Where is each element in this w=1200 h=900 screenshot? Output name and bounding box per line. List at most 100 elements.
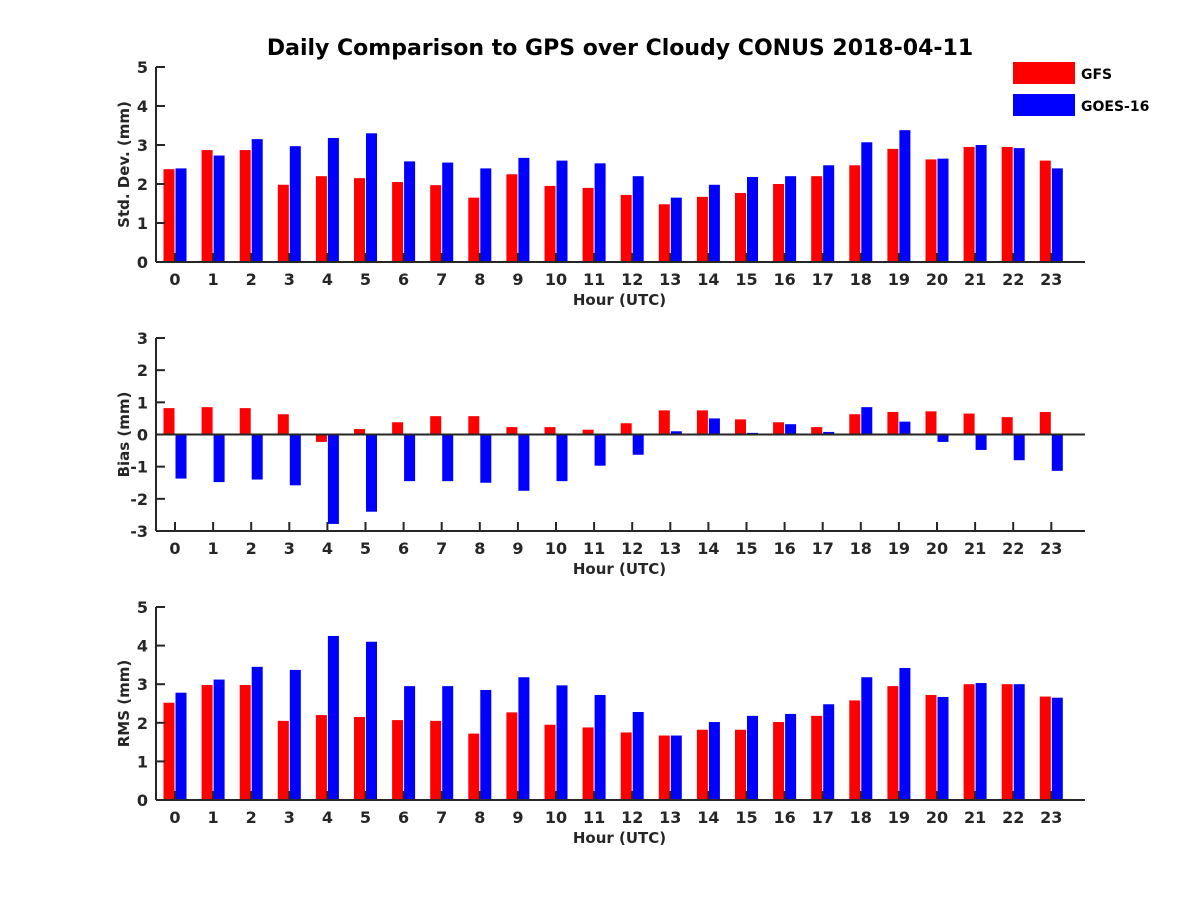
std-dev-bar-goes16-21	[975, 145, 987, 262]
bias-bar-goes16-4	[327, 434, 339, 524]
bias-bar-goes16-5	[366, 434, 377, 512]
rms-bar-gfs-22	[1001, 684, 1013, 800]
std-dev-bar-goes16-4	[327, 137, 339, 262]
rms-xtick-label: 12	[621, 808, 643, 827]
bias-bar-gfs-3	[277, 414, 289, 435]
bias-bar-gfs-1	[201, 407, 213, 435]
bias-bar-goes16-23	[1051, 434, 1063, 471]
std-dev-bar-goes16-19	[899, 130, 911, 262]
rms-bar-gfs-2	[239, 684, 251, 800]
rms-bar-gfs-0	[163, 702, 175, 800]
bias-bar-gfs-19	[887, 411, 899, 435]
rms-bar-goes16-12	[632, 711, 644, 800]
std-dev-bar-gfs-0	[163, 169, 175, 262]
rms-xtick-label: 2	[246, 808, 257, 827]
bias-bar-goes16-1	[213, 434, 225, 483]
bias-bar-goes16-9	[518, 434, 530, 491]
std-dev-bar-goes16-16	[785, 176, 797, 262]
bias-bar-gfs-16	[773, 422, 785, 435]
bias-bar-gfs-10	[544, 427, 556, 435]
bias-bar-goes16-18	[861, 407, 873, 435]
bias-bar-goes16-16	[785, 424, 797, 435]
rms-bar-goes16-23	[1051, 697, 1063, 800]
std-dev-ytick-label: 3	[137, 136, 148, 155]
std-dev-bar-goes16-15	[747, 176, 758, 262]
std-dev-bar-gfs-19	[887, 148, 899, 262]
std-dev-ylabel: Std. Dev. (mm)	[115, 101, 133, 228]
std-dev-bar-gfs-13	[658, 204, 670, 262]
rms-bar-goes16-6	[404, 686, 416, 800]
bias-xtick-label: 8	[474, 539, 485, 558]
std-dev-xtick-label: 3	[284, 270, 295, 289]
rms-xtick-label: 15	[735, 808, 757, 827]
rms-bar-gfs-11	[582, 727, 594, 800]
bias-bar-goes16-19	[899, 421, 911, 435]
bias-bar-gfs-21	[963, 413, 975, 435]
std-dev-xtick-label: 1	[208, 270, 219, 289]
bias-ylabel: Bias (mm)	[115, 392, 133, 478]
rms-xtick-label: 23	[1040, 808, 1062, 827]
rms-bar-gfs-16	[773, 722, 785, 800]
rms-xtick-label: 16	[773, 808, 795, 827]
bias-bar-gfs-7	[430, 416, 442, 435]
rms-bar-goes16-9	[518, 677, 530, 800]
std-dev-bar-goes16-3	[289, 146, 301, 262]
rms-bar-goes16-16	[785, 713, 797, 800]
rms-bar-goes16-14	[708, 722, 720, 800]
chart-title: Daily Comparison to GPS over Cloudy CONU…	[267, 36, 973, 61]
rms-xtick-label: 22	[1002, 808, 1024, 827]
rms-ytick-label: 5	[137, 598, 148, 617]
bias-bar-goes16-21	[975, 434, 987, 450]
rms-bar-gfs-18	[849, 700, 861, 800]
rms-xtick-label: 4	[322, 808, 333, 827]
bias-bar-gfs-6	[392, 422, 404, 435]
bias-xtick-label: 7	[436, 539, 447, 558]
rms-bar-gfs-6	[392, 720, 404, 800]
bias-bar-gfs-0	[163, 408, 175, 435]
rms-bar-gfs-15	[735, 729, 746, 800]
bias-ytick-label: 0	[137, 426, 148, 445]
bias-bar-gfs-22	[1001, 417, 1013, 435]
rms-ytick-label: 3	[137, 675, 148, 694]
rms-xtick-label: 11	[583, 808, 605, 827]
bias-xtick-label: 6	[398, 539, 409, 558]
std-dev-xtick-label: 8	[474, 270, 485, 289]
bias-xtick-label: 2	[246, 539, 257, 558]
bias-xtick-label: 16	[773, 539, 795, 558]
std-dev-bar-goes16-10	[556, 160, 568, 262]
std-dev-bar-gfs-2	[239, 150, 251, 262]
std-dev-xtick-label: 19	[888, 270, 910, 289]
std-dev-xtick-label: 13	[659, 270, 681, 289]
std-dev-bar-gfs-7	[430, 185, 442, 262]
bias-xtick-label: 23	[1040, 539, 1062, 558]
std-dev-xtick-label: 20	[926, 270, 948, 289]
std-dev-xtick-label: 11	[583, 270, 605, 289]
rms-xtick-label: 10	[545, 808, 567, 827]
rms-xtick-label: 8	[474, 808, 485, 827]
rms-bar-gfs-9	[506, 712, 518, 800]
bias-bar-goes16-2	[251, 434, 263, 480]
bias-bar-gfs-13	[658, 410, 670, 435]
rms-bar-goes16-7	[442, 686, 454, 800]
legend-swatch-goes16	[1013, 94, 1075, 116]
rms-bar-gfs-17	[811, 715, 823, 800]
bias-bar-goes16-6	[404, 434, 416, 482]
std-dev-xtick-label: 18	[850, 270, 872, 289]
rms-bar-goes16-5	[366, 641, 377, 800]
std-dev-bar-gfs-6	[392, 182, 404, 262]
rms-bar-gfs-5	[354, 717, 365, 800]
std-dev-bar-gfs-5	[354, 178, 365, 262]
bias-xtick-label: 10	[545, 539, 567, 558]
rms-xtick-label: 6	[398, 808, 409, 827]
bias-xtick-label: 14	[697, 539, 719, 558]
rms-xtick-label: 21	[964, 808, 986, 827]
bias-bar-goes16-11	[594, 434, 606, 466]
std-dev-xtick-label: 17	[812, 270, 834, 289]
rms-xtick-label: 18	[850, 808, 872, 827]
bias-xtick-label: 9	[512, 539, 523, 558]
rms-bar-goes16-19	[899, 667, 911, 800]
legend: GFS GOES-16	[1013, 62, 1149, 116]
rms-ytick-label: 2	[137, 714, 148, 733]
